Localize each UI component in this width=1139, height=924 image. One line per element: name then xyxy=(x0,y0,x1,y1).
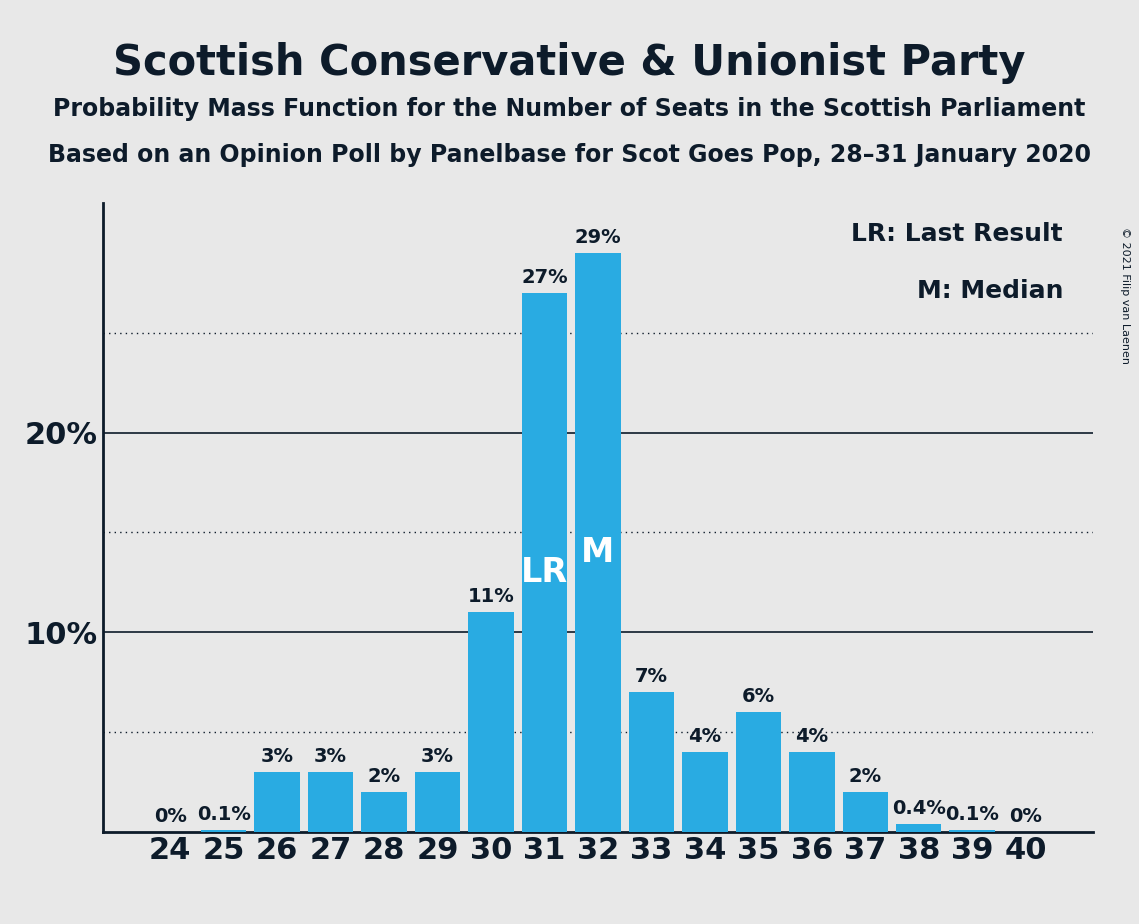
Text: 27%: 27% xyxy=(522,268,568,287)
Text: © 2021 Filip van Laenen: © 2021 Filip van Laenen xyxy=(1121,227,1130,364)
Text: LR: LR xyxy=(521,556,568,589)
Bar xyxy=(843,792,888,832)
Bar xyxy=(682,752,728,832)
Text: 3%: 3% xyxy=(314,747,347,766)
Bar xyxy=(789,752,835,832)
Text: Scottish Conservative & Unionist Party: Scottish Conservative & Unionist Party xyxy=(113,42,1026,83)
Text: 0%: 0% xyxy=(1009,807,1042,826)
Text: 0.4%: 0.4% xyxy=(892,798,945,818)
Bar xyxy=(468,613,514,832)
Bar xyxy=(361,792,407,832)
Bar xyxy=(736,711,781,832)
Text: 2%: 2% xyxy=(849,767,882,785)
Bar xyxy=(254,772,300,832)
Bar xyxy=(522,293,567,832)
Bar xyxy=(200,830,246,832)
Text: M: M xyxy=(581,536,615,569)
Text: 2%: 2% xyxy=(368,767,401,785)
Text: M: Median: M: Median xyxy=(917,279,1063,303)
Text: 0.1%: 0.1% xyxy=(197,805,251,823)
Text: 29%: 29% xyxy=(575,228,621,247)
Text: 3%: 3% xyxy=(261,747,294,766)
Text: 4%: 4% xyxy=(795,727,828,746)
Bar xyxy=(896,823,942,832)
Text: 11%: 11% xyxy=(468,588,515,606)
Text: LR: Last Result: LR: Last Result xyxy=(852,222,1063,246)
Text: 0%: 0% xyxy=(154,807,187,826)
Text: 7%: 7% xyxy=(634,667,667,686)
Bar xyxy=(950,830,995,832)
Text: Probability Mass Function for the Number of Seats in the Scottish Parliament: Probability Mass Function for the Number… xyxy=(54,97,1085,121)
Text: 4%: 4% xyxy=(688,727,721,746)
Text: 3%: 3% xyxy=(421,747,454,766)
Text: Based on an Opinion Poll by Panelbase for Scot Goes Pop, 28–31 January 2020: Based on an Opinion Poll by Panelbase fo… xyxy=(48,143,1091,167)
Bar xyxy=(629,692,674,832)
Bar xyxy=(415,772,460,832)
Bar xyxy=(308,772,353,832)
Text: 6%: 6% xyxy=(741,687,775,706)
Bar xyxy=(575,253,621,832)
Text: 0.1%: 0.1% xyxy=(945,805,999,823)
